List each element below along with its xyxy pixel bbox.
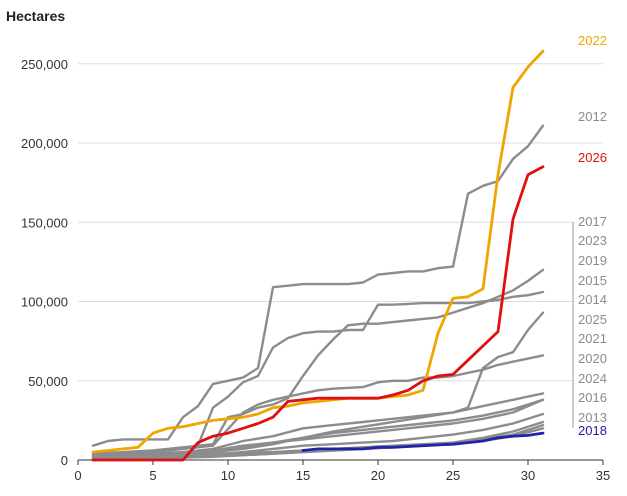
- x-tick-label: 30: [521, 468, 535, 483]
- end-label-bg: [575, 213, 613, 229]
- end-label-2023: 2023: [578, 233, 607, 248]
- end-label-bg: [575, 370, 613, 386]
- end-label-2016: 2016: [578, 390, 607, 405]
- end-label-bg: [575, 311, 613, 327]
- end-label-bg: [575, 330, 613, 346]
- end-label-bg: [575, 409, 613, 425]
- series-line-2012: [91, 124, 545, 447]
- series-line-2018: [301, 431, 545, 452]
- end-label-bg: [575, 272, 613, 288]
- end-label-bg: [575, 252, 613, 268]
- end-label-bg: [575, 32, 613, 48]
- y-tick-label: 100,000: [21, 295, 68, 310]
- y-tick-label: 0: [61, 453, 68, 468]
- series-line-2023: [91, 311, 545, 459]
- x-tick-label: 10: [221, 468, 235, 483]
- end-label-2024: 2024: [578, 371, 607, 386]
- end-label-2012: 2012: [578, 109, 607, 124]
- end-label-2025: 2025: [578, 312, 607, 327]
- x-tick-label: 15: [296, 468, 310, 483]
- end-label-bg: [575, 422, 613, 438]
- y-tick-label: 200,000: [21, 136, 68, 151]
- end-label-bg: [575, 350, 613, 366]
- end-label-2020: 2020: [578, 351, 607, 366]
- series-line-2026: [91, 165, 545, 462]
- end-label-2022: 2022: [578, 33, 607, 48]
- end-label-2017: 2017: [578, 214, 607, 229]
- end-label-2019: 2019: [578, 253, 607, 268]
- x-tick-label: 0: [74, 468, 81, 483]
- x-tick-label: 5: [149, 468, 156, 483]
- y-tick-label: 250,000: [21, 57, 68, 72]
- end-label-bg: [575, 108, 613, 124]
- end-label-bg: [575, 149, 613, 165]
- end-label-2026: 2026: [578, 150, 607, 165]
- y-axis-title: Hectares: [6, 8, 66, 24]
- x-tick-label: 35: [596, 468, 610, 483]
- end-label-2018: 2018: [578, 423, 607, 438]
- end-label-bg: [575, 389, 613, 405]
- end-label-2021: 2021: [578, 331, 607, 346]
- x-tick-label: 25: [446, 468, 460, 483]
- series-line-2019: [91, 392, 545, 457]
- y-tick-label: 150,000: [21, 215, 68, 230]
- end-label-bg: [575, 232, 613, 248]
- x-tick-label: 20: [371, 468, 385, 483]
- series-line-2022: [91, 49, 545, 454]
- end-label-2015: 2015: [578, 273, 607, 288]
- end-label-bg: [575, 291, 613, 307]
- end-label-2014: 2014: [578, 292, 607, 307]
- y-tick-label: 50,000: [28, 374, 68, 389]
- end-label-2013: 2013: [578, 410, 607, 425]
